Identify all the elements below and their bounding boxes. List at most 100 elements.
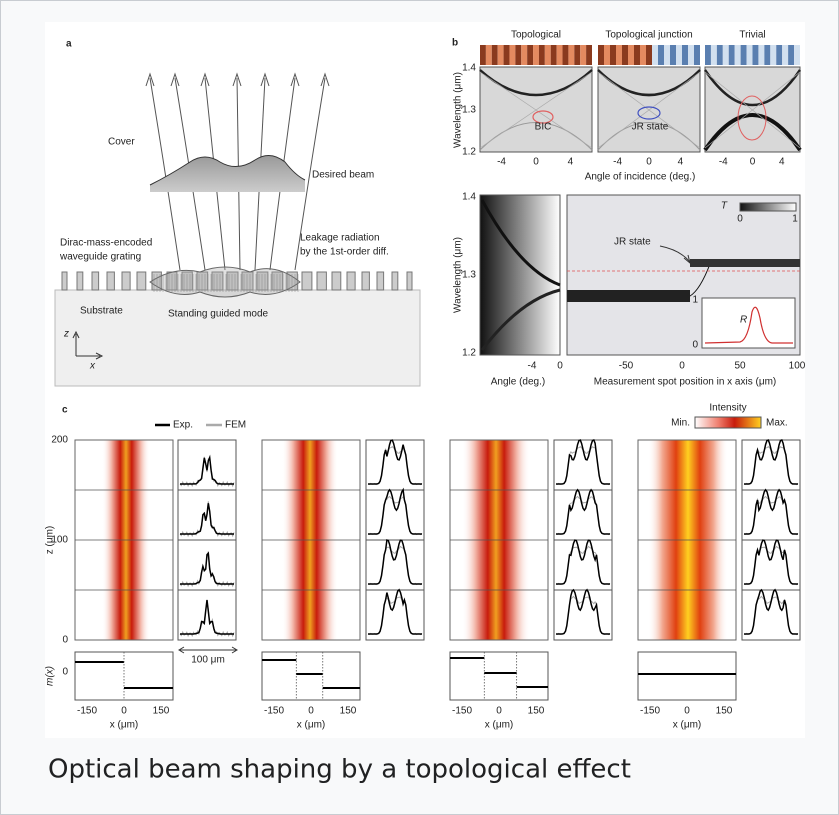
label: Min. <box>671 418 690 429</box>
label: T <box>721 201 728 212</box>
stripe <box>682 45 688 65</box>
label: Trivial <box>739 30 765 41</box>
stripe <box>509 45 515 65</box>
stripe <box>776 45 782 65</box>
grating-tooth <box>137 272 146 290</box>
label: 1 <box>692 295 698 306</box>
label: Max. <box>766 418 788 429</box>
label: BIC <box>535 122 552 133</box>
stripe <box>539 45 545 65</box>
y-tick-label: 100 <box>51 535 68 546</box>
x-tick-label: 0 <box>308 706 314 717</box>
profile-box <box>366 590 424 640</box>
x-tick-label: 0 <box>533 157 539 168</box>
y-tick-label: 1.2 <box>462 348 476 359</box>
stripe <box>533 45 539 65</box>
stripe <box>640 45 646 65</box>
stripe <box>563 45 569 65</box>
stripe <box>794 45 800 65</box>
stripe <box>551 45 557 65</box>
label: R <box>740 315 747 326</box>
stripe <box>586 45 592 65</box>
stripe <box>527 45 533 65</box>
label: Dirac-mass-encoded <box>60 238 152 249</box>
x-tick-label: 0 <box>750 157 756 168</box>
grating-tooth <box>122 272 130 290</box>
grating-tooth <box>302 272 312 290</box>
stripe <box>646 45 652 65</box>
stripe <box>557 45 563 65</box>
x-tick-label: -150 <box>452 706 472 717</box>
colorbar <box>740 203 796 211</box>
stripe <box>610 45 616 65</box>
x-tick-label: -50 <box>619 361 634 372</box>
x-tick-label: 150 <box>153 706 170 717</box>
stripe <box>711 45 717 65</box>
axis-label: x (μm) <box>110 720 139 731</box>
stripe <box>515 45 521 65</box>
stripe <box>676 45 682 65</box>
stripe <box>658 45 664 65</box>
x-tick-label: -4 <box>528 361 537 372</box>
colorbar <box>695 417 761 428</box>
stripe <box>764 45 770 65</box>
grating-tooth <box>77 272 83 290</box>
axis-label: Angle of incidence (deg.) <box>585 172 696 183</box>
panel-label: b <box>452 38 458 49</box>
stripe <box>717 45 723 65</box>
stripe <box>782 45 788 65</box>
x-tick-label: 150 <box>716 706 733 717</box>
x-tick-label: -150 <box>264 706 284 717</box>
axis-label: Wavelength (μm) <box>453 72 464 148</box>
stripe <box>753 45 759 65</box>
stripe <box>688 45 694 65</box>
stripe <box>598 45 604 65</box>
x-tick-label: -4 <box>719 157 728 168</box>
profile-box <box>554 590 612 640</box>
label: Leakage radiation <box>300 233 380 244</box>
grating-tooth <box>62 272 67 290</box>
stripe <box>480 45 486 65</box>
x-tick-label: 0 <box>496 706 502 717</box>
x-tick-label: 0 <box>557 361 563 372</box>
substrate <box>55 290 420 386</box>
stripe <box>723 45 729 65</box>
x-tick-label: 0 <box>684 706 690 717</box>
stripe <box>664 45 670 65</box>
stripe <box>735 45 741 65</box>
dark-band <box>690 259 800 267</box>
y-tick-label: 0 <box>62 667 68 678</box>
y-tick-label: 1.2 <box>462 147 476 158</box>
stripe <box>788 45 794 65</box>
x-tick-label: -4 <box>613 157 622 168</box>
y-tick-label: 200 <box>51 435 68 446</box>
y-tick-label: 1.3 <box>462 105 476 116</box>
grating-tooth <box>377 272 384 290</box>
label: Intensity <box>709 403 746 414</box>
stripe <box>568 45 574 65</box>
x-tick-label: 150 <box>528 706 545 717</box>
label: 0 <box>692 340 698 351</box>
stripe <box>604 45 610 65</box>
legend-label: FEM <box>225 420 246 431</box>
x-tick-label: 0 <box>646 157 652 168</box>
grating-tooth <box>407 272 412 290</box>
label: 100 μm <box>191 655 225 666</box>
label: JR state <box>614 237 651 248</box>
label: Substrate <box>80 306 123 317</box>
axis-label: x (μm) <box>297 720 326 731</box>
stripe <box>498 45 504 65</box>
stripe <box>770 45 776 65</box>
label: JR state <box>632 122 669 133</box>
stripe <box>652 45 658 65</box>
stripe <box>747 45 753 65</box>
y-tick-label: 1.3 <box>462 270 476 281</box>
stripe <box>670 45 676 65</box>
stripe <box>694 45 700 65</box>
stripe <box>705 45 711 65</box>
stripe <box>622 45 628 65</box>
grating-tooth <box>332 272 341 290</box>
y-tick-label: 0 <box>62 635 68 646</box>
mass-plot <box>638 652 736 700</box>
x-tick-label: 0 <box>121 706 127 717</box>
